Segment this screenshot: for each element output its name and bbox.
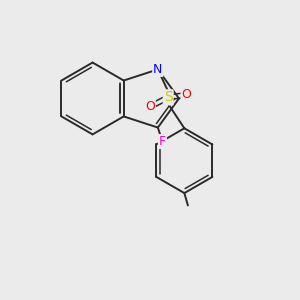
Text: S: S bbox=[164, 90, 172, 104]
Text: O: O bbox=[182, 88, 191, 101]
Text: N: N bbox=[153, 63, 163, 76]
Text: O: O bbox=[145, 100, 155, 113]
Text: F: F bbox=[159, 135, 166, 148]
